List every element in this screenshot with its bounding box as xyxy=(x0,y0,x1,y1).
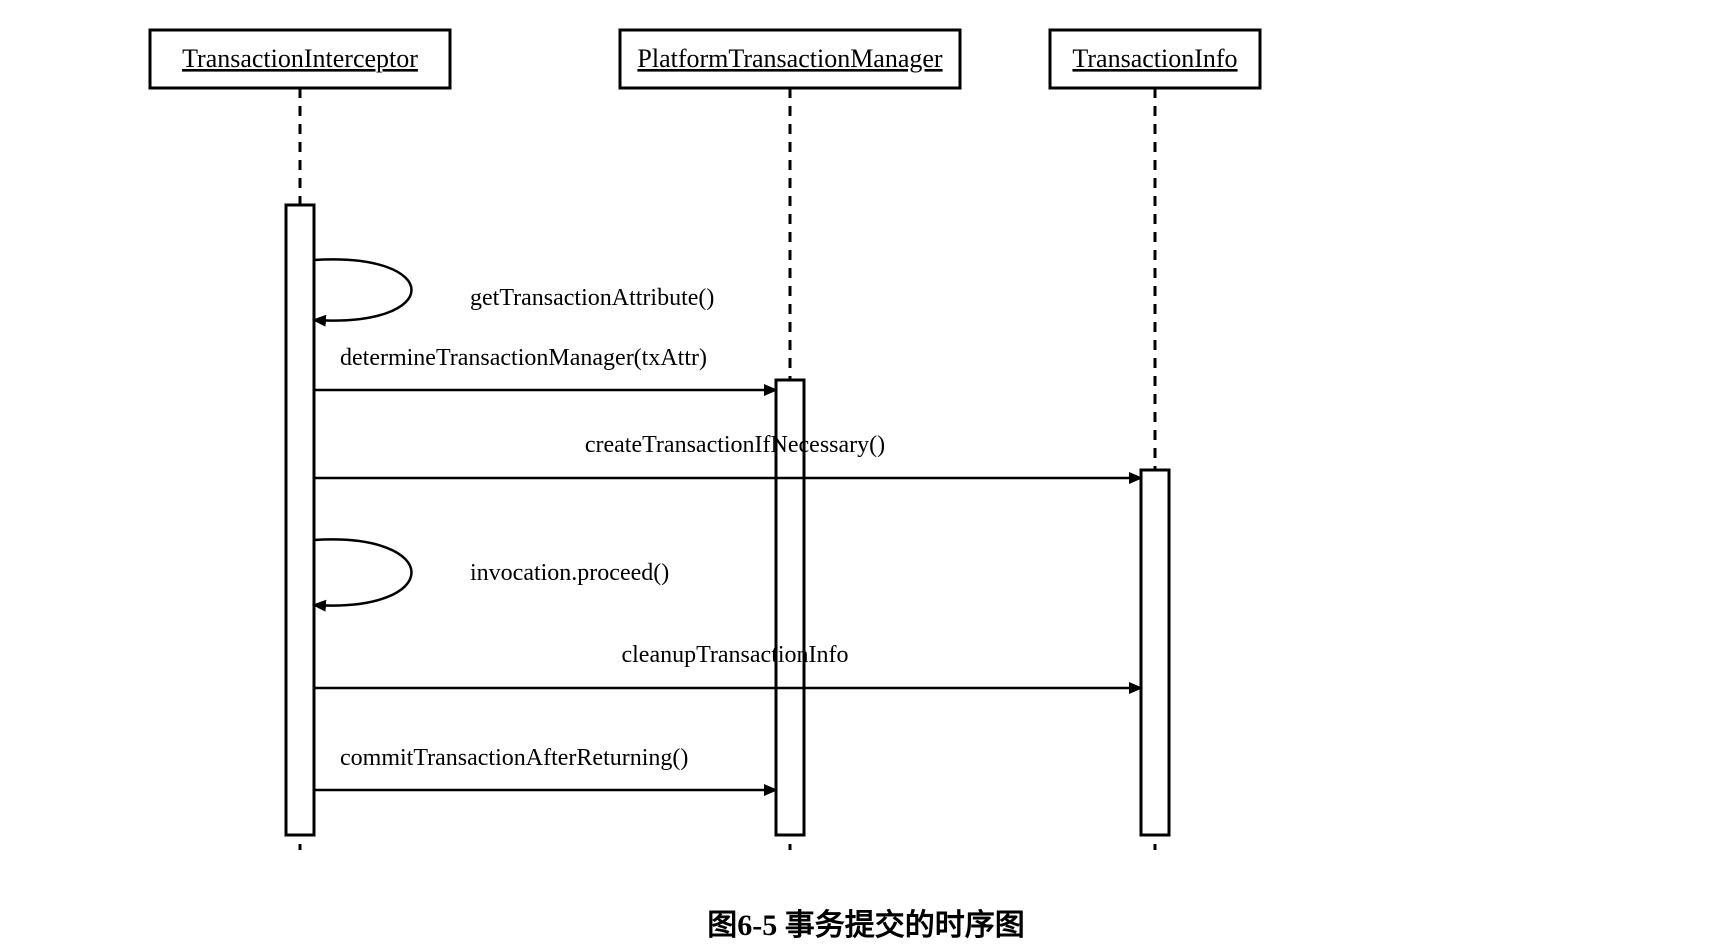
diagram-canvas: TransactionInterceptor PlatformTransactio… xyxy=(0,0,1732,950)
message-label: commitTransactionAfterReturning() xyxy=(340,745,688,771)
sequence-diagram-svg: TransactionInterceptor PlatformTransactio… xyxy=(0,0,1732,950)
participant-label: TransactionInterceptor xyxy=(182,44,418,73)
message-label: createTransactionIfNecessary() xyxy=(585,432,885,458)
participant-label: PlatformTransactionManager xyxy=(637,44,943,73)
message-label: getTransactionAttribute() xyxy=(470,285,714,311)
message-label: cleanupTransactionInfo xyxy=(621,642,848,668)
message-label: determineTransactionManager(txAttr) xyxy=(340,345,707,371)
message-label: invocation.proceed() xyxy=(470,560,669,586)
activation-bar xyxy=(1141,470,1169,835)
figure-caption: 图6-5 事务提交的时序图 xyxy=(0,900,1732,944)
self-message-loop xyxy=(314,539,412,605)
self-message-loop xyxy=(314,259,412,320)
participant-label: TransactionInfo xyxy=(1072,44,1237,73)
activation-bar xyxy=(286,205,314,835)
